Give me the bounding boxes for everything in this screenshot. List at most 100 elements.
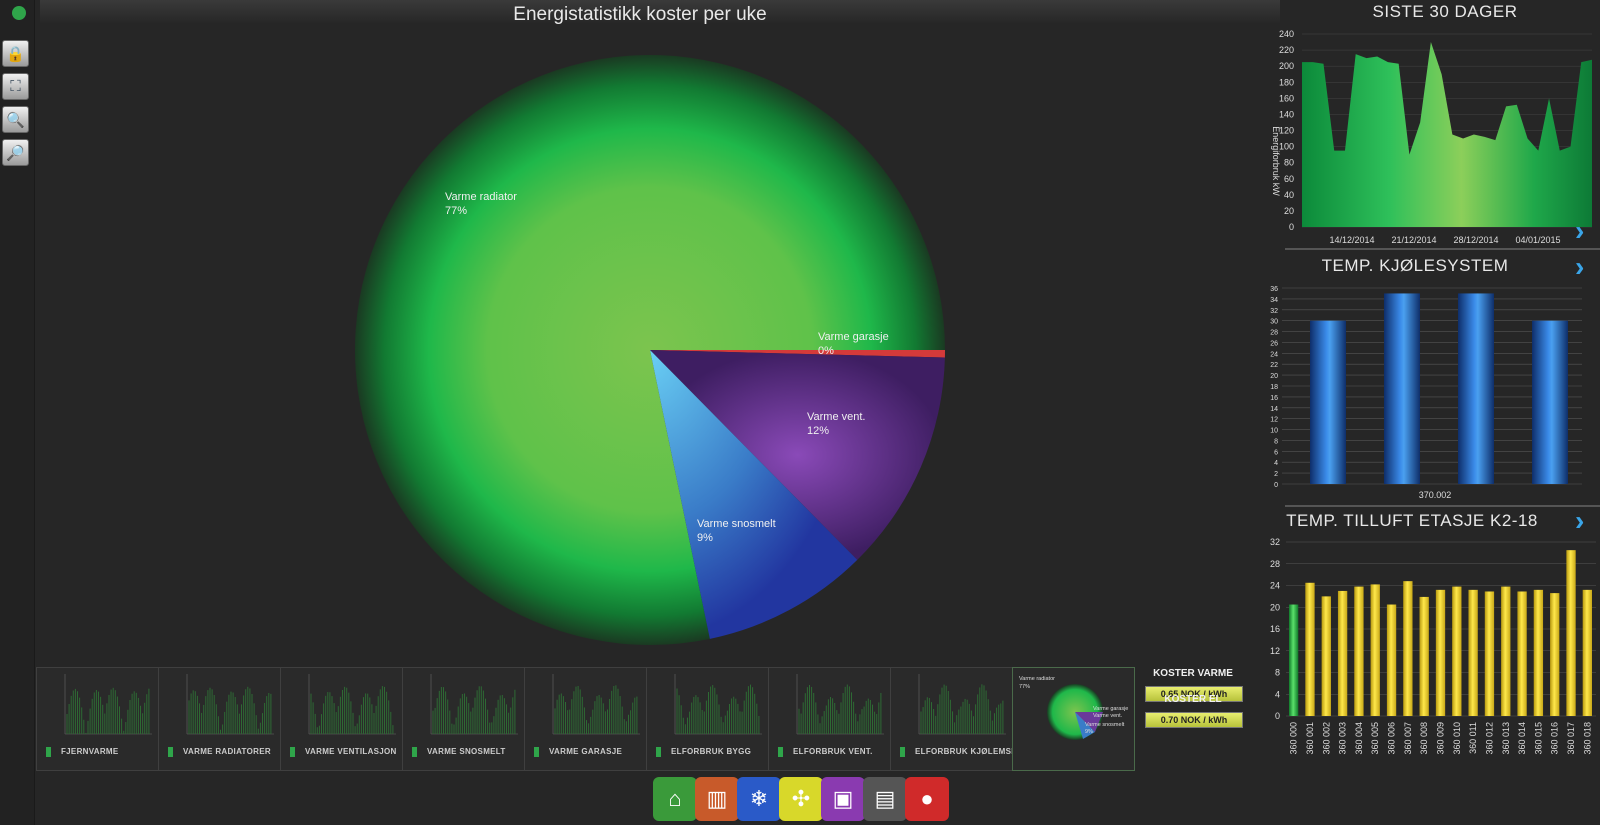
mini-chart-tile[interactable]: VARME RADIATORER <box>158 667 281 771</box>
y-tick: 20 <box>1270 602 1280 612</box>
y-tick: 0 <box>1275 711 1280 721</box>
x-tick: 360 017 <box>1566 722 1576 755</box>
mini-chart <box>430 674 518 735</box>
zoom-out-icon[interactable]: 🔍 <box>2 106 29 133</box>
x-tick: 360 004 <box>1354 722 1364 755</box>
x-tick: 360 000 <box>1289 722 1299 755</box>
bar[interactable] <box>1289 604 1299 716</box>
pie-slice[interactable] <box>650 350 858 639</box>
bar[interactable] <box>1354 586 1364 716</box>
supply-air-bar-chart: 32 28 24 20 16 12 8 4 0 360 000 360 001 360 002 360… <box>1270 537 1596 755</box>
bar[interactable] <box>1310 320 1346 484</box>
y-tick: 4 <box>1274 460 1278 467</box>
status-led <box>900 747 905 757</box>
x-tick: 360 005 <box>1370 722 1380 755</box>
bar[interactable] <box>1517 591 1527 716</box>
main-pie-chart: Varme radiator 77% Varme garasje 0% Varme ve… <box>355 54 945 645</box>
mini-chart-tile[interactable]: ELFORBRUK KJØLEMSK. <box>890 667 1020 771</box>
bar[interactable] <box>1550 593 1560 716</box>
x-tick: 360 015 <box>1533 722 1543 755</box>
x-tick: 360 010 <box>1452 722 1462 755</box>
next-arrow-icon[interactable]: › <box>1575 251 1585 282</box>
next-arrow-icon[interactable]: › <box>1575 505 1585 536</box>
bar[interactable] <box>1419 596 1429 716</box>
y-tick: 160 <box>1279 93 1294 103</box>
bar[interactable] <box>1501 586 1511 716</box>
mini-chart-tile[interactable]: FJERNVARME <box>36 667 159 771</box>
next-arrow-icon[interactable]: › <box>1575 215 1585 246</box>
y-tick: 100 <box>1279 142 1294 152</box>
house-icon[interactable]: ⌂ <box>653 777 697 821</box>
x-tick: 360 013 <box>1501 722 1511 755</box>
mini-chart-tile[interactable]: VARME SNOSMELT <box>402 667 525 771</box>
mini-chart-tile[interactable]: ELFORBRUK VENT. <box>768 667 891 771</box>
bar[interactable] <box>1370 584 1380 716</box>
mini-pie-label: Varme garasje <box>1093 706 1128 712</box>
pie-slice[interactable] <box>355 54 945 645</box>
bar[interactable] <box>1321 596 1331 716</box>
fit-screen-icon[interactable]: ⛶ <box>2 73 29 100</box>
mini-tile-label: VARME VENTILASJON <box>305 747 397 756</box>
x-tick: 21/12/2014 <box>1391 235 1436 245</box>
bar[interactable] <box>1532 320 1568 484</box>
y-tick: 220 <box>1279 45 1294 55</box>
pie-slice-percent: 9% <box>697 532 713 544</box>
left-toolbar <box>0 0 35 825</box>
y-tick: 26 <box>1270 340 1278 347</box>
bar[interactable] <box>1468 589 1478 716</box>
garage-icon[interactable]: ▣ <box>821 777 865 821</box>
mini-tiles-strip: FJERNVARME VARME RADIATORER VARME VENTILAS… <box>36 667 1161 771</box>
bar[interactable] <box>1582 589 1592 716</box>
bar[interactable] <box>1384 293 1420 484</box>
x-tick: 360 003 <box>1338 722 1348 755</box>
x-tick: 360 011 <box>1468 722 1478 754</box>
mini-pie-label: Varme radiator <box>1019 676 1055 682</box>
y-tick: 24 <box>1270 581 1280 591</box>
bar[interactable] <box>1403 581 1413 716</box>
zoom-in-icon[interactable]: 🔎 <box>2 139 29 166</box>
building-icon[interactable]: ▤ <box>863 777 907 821</box>
x-tick: 360 009 <box>1436 722 1446 755</box>
mini-tile-label: ELFORBRUK KJØLEMSK. <box>915 747 1020 756</box>
fan-icon[interactable]: ✣ <box>779 777 823 821</box>
refresh-icon[interactable] <box>12 6 26 20</box>
status-led <box>168 747 173 757</box>
page-title: Energistatistikk koster per uke <box>513 4 767 25</box>
y-tick: 16 <box>1270 395 1278 402</box>
pie-slice[interactable] <box>650 350 945 560</box>
pie-slice[interactable] <box>650 350 945 358</box>
radiator-icon[interactable]: ▥ <box>695 777 739 821</box>
x-tick: 28/12/2014 <box>1453 235 1498 245</box>
bar[interactable] <box>1458 293 1494 484</box>
y-tick: 28 <box>1270 559 1280 569</box>
bar[interactable] <box>1435 589 1446 716</box>
mini-chart-tile[interactable]: VARME VENTILASJON <box>280 667 403 771</box>
bar[interactable] <box>1337 590 1348 716</box>
mini-tile-label: VARME RADIATORER <box>183 747 271 756</box>
cost-el-value: 0.70 NOK / kWh <box>1145 712 1243 728</box>
bar[interactable] <box>1533 589 1544 716</box>
snowflake-icon[interactable]: ❄ <box>737 777 781 821</box>
alarm-icon[interactable]: ● <box>905 777 949 821</box>
bar[interactable] <box>1386 604 1397 716</box>
bar[interactable] <box>1566 550 1576 716</box>
lock-icon[interactable]: 🔒 <box>2 40 29 67</box>
mini-chart <box>918 674 1006 735</box>
mini-chart <box>552 674 640 735</box>
mini-chart <box>64 674 152 735</box>
panel-divider <box>1285 505 1600 507</box>
mini-pie-label: 77% <box>1019 684 1030 690</box>
mini-chart-tile[interactable]: VARME GARASJE <box>524 667 647 771</box>
mini-pie-tile[interactable]: Varme radiator 77% Varme garasje Varme vent… <box>1012 667 1135 771</box>
pie-slice-label: Varme garasje <box>818 331 889 343</box>
bar[interactable] <box>1484 591 1495 716</box>
y-tick: 32 <box>1270 537 1280 547</box>
mini-chart-tile[interactable]: ELFORBRUK BYGG <box>646 667 769 771</box>
y-tick: 8 <box>1274 438 1278 445</box>
bar[interactable] <box>1305 582 1315 716</box>
y-tick: 32 <box>1270 308 1278 315</box>
bar[interactable] <box>1452 586 1462 716</box>
mini-pie-label: Varme snosmelt <box>1085 722 1125 728</box>
